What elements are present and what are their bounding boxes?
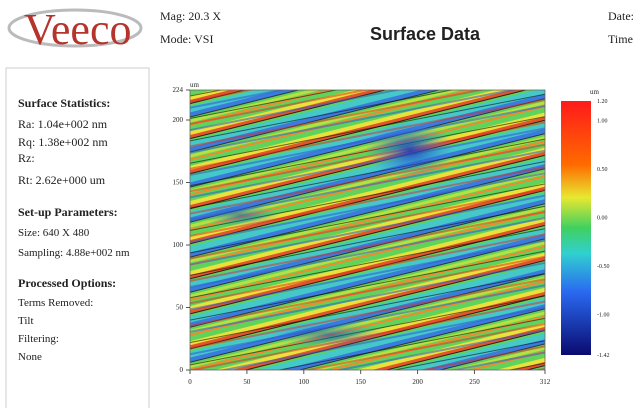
x-tick-label: 250 <box>469 378 480 386</box>
colorbar-tick-label: -1.42 <box>597 353 610 359</box>
x-tick-label: 200 <box>412 378 423 386</box>
y-tick-label: 100 <box>173 241 184 249</box>
date: Date: <box>608 9 634 23</box>
y-tick-label: 200 <box>173 116 184 124</box>
colorbar <box>561 101 591 355</box>
x-tick-label: 50 <box>243 378 251 386</box>
colorbar-tick-label: 0.00 <box>597 215 608 221</box>
stat-line: Rt: 2.62e+000 um <box>18 173 106 187</box>
processed-line: Tilt <box>18 315 34 327</box>
colorbar-tick-label: -1.00 <box>597 312 610 318</box>
processed-line: Terms Removed: <box>18 297 93 309</box>
y-tick-label: 50 <box>176 304 184 312</box>
colorbar-tick-label: 1.20 <box>597 99 608 105</box>
stat-line: Rz: <box>18 151 35 165</box>
y-tick-label: 0 <box>180 366 184 374</box>
setup-line: Sampling: 4.88e+002 nm <box>18 247 130 259</box>
setup-line: Size: 640 X 480 <box>18 227 90 239</box>
logo: Veeco <box>24 5 132 54</box>
info-panel <box>5 67 150 408</box>
processed-heading: Processed Options: <box>18 276 116 290</box>
mode: Mode: VSI <box>160 32 213 46</box>
logo-swoosh <box>7 8 143 48</box>
processed-line: Filtering: <box>18 333 59 345</box>
y-tick-label: 224 <box>173 86 184 94</box>
surface-map <box>189 89 546 371</box>
stat-line: Rq: 1.38e+002 nm <box>18 135 108 149</box>
y-unit: um <box>190 81 200 89</box>
x-tick-label: 0 <box>188 378 192 386</box>
title: Surface Data <box>370 24 481 44</box>
colorbar-tick-label: 1.00 <box>597 118 608 124</box>
y-tick-label: 150 <box>173 179 184 187</box>
colorbar-tick-label: -0.50 <box>597 264 610 270</box>
x-tick-label: 150 <box>355 378 366 386</box>
setup-heading: Set-up Parameters: <box>18 205 118 219</box>
stats-heading: Surface Statistics: <box>18 96 110 110</box>
time: Time <box>608 32 633 46</box>
processed-line: None <box>18 351 42 363</box>
stat-line: Ra: 1.04e+002 nm <box>18 117 108 131</box>
colorbar-unit: um <box>590 88 600 96</box>
colorbar-tick-label: 0.50 <box>597 167 608 173</box>
x-tick-label: 100 <box>299 378 310 386</box>
x-tick-label: 312 <box>540 378 551 386</box>
mag: Mag: 20.3 X <box>160 9 221 23</box>
